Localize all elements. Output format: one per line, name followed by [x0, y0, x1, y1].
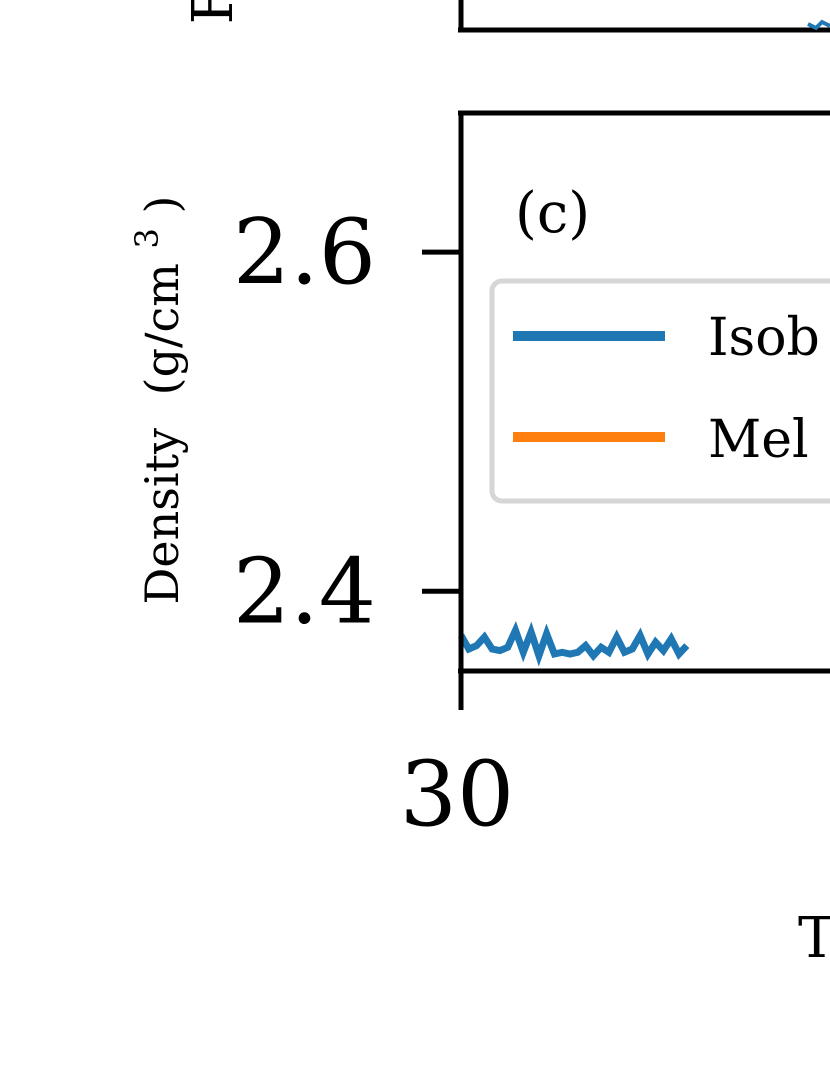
upper-panel-series-fragment	[807, 19, 830, 31]
y-tick-label-2.4: 2.4	[233, 539, 376, 644]
legend-label-isob: Isob	[708, 308, 820, 368]
panel-label: (c)	[515, 181, 590, 246]
legend: Isob Mel	[489, 278, 830, 504]
upper-panel-ylabel-fragment: F	[181, 0, 246, 24]
x-axis-label-fragment: T	[798, 906, 830, 971]
legend-label-mel: Mel	[708, 410, 809, 470]
x-ticks: 30	[400, 671, 515, 847]
y-axis-label: Density (g/cm 3 )	[115, 196, 189, 605]
series-line-isob	[457, 621, 690, 667]
x-tick-label-30: 30	[400, 742, 515, 847]
y-axis-label-unit-sup: 3	[128, 228, 166, 248]
y-axis-label-unit-close: )	[135, 196, 189, 214]
y-ticks: 2.4 2.6	[233, 200, 461, 644]
y-axis-label-unit: (g/cm	[135, 263, 189, 395]
y-axis-label-text: Density	[135, 428, 189, 605]
y-tick-label-2.6: 2.6	[233, 200, 376, 305]
